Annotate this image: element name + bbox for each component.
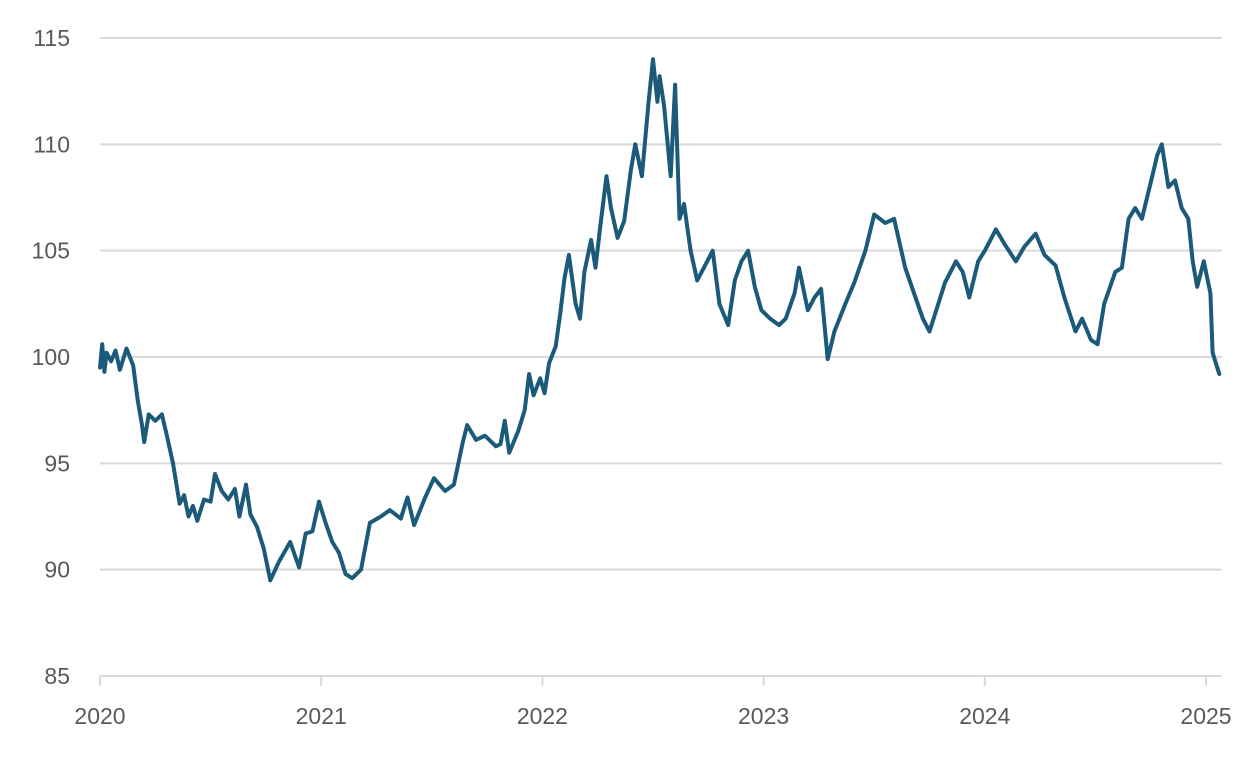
x-tick-label: 2023 bbox=[738, 703, 789, 729]
y-tick-label: 110 bbox=[33, 131, 70, 157]
y-tick-label: 100 bbox=[32, 344, 70, 370]
x-tick-label: 2020 bbox=[74, 703, 125, 729]
series-line bbox=[98, 57, 1222, 583]
x-tick-label: 2025 bbox=[1180, 703, 1231, 729]
x-tick-label: 2022 bbox=[517, 703, 568, 729]
y-tick-label: 95 bbox=[44, 450, 70, 476]
y-axis: 85 90 95 100 105 110 115 bbox=[32, 25, 70, 689]
x-axis: 2020 2021 2022 2023 2024 2025 bbox=[74, 676, 1232, 729]
y-tick-label: 105 bbox=[32, 238, 70, 264]
x-tick-label: 2021 bbox=[296, 703, 347, 729]
y-tick-label: 90 bbox=[44, 557, 70, 583]
gridlines bbox=[100, 37, 1222, 677]
y-tick-label: 85 bbox=[44, 663, 70, 689]
y-tick-label: 115 bbox=[33, 25, 70, 51]
x-tick-label: 2024 bbox=[959, 703, 1010, 729]
